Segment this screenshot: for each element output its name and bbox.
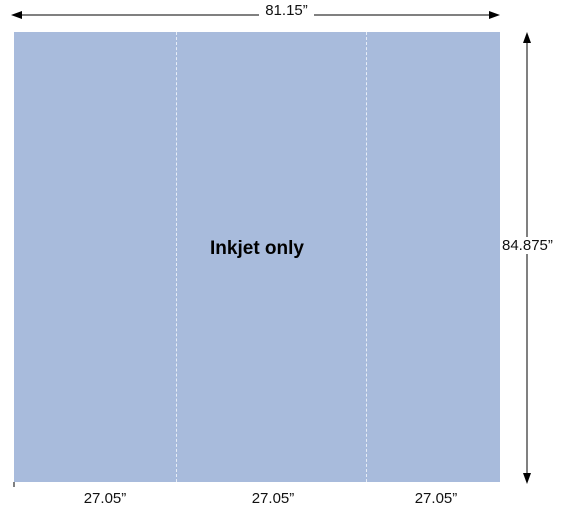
fold-line-1 [176,32,177,482]
total-width-label: 81.15” [259,2,314,19]
panel-1-width-label: 27.05” [83,490,127,507]
print-area-label: Inkjet only [210,238,304,259]
panel-2-width-label: 27.05” [251,490,295,507]
print-area: Inkjet only [14,32,500,482]
fold-line-2 [366,32,367,482]
panel-3-width-label: 27.05” [414,490,458,507]
height-arrow-bottom [523,473,531,484]
height-arrow-top [523,32,531,43]
total-width-label-wrap: 81.15” [0,2,573,19]
total-height-label: 84.875” [502,237,553,254]
width-arrow-left [11,11,22,19]
width-arrow-right [489,11,500,19]
